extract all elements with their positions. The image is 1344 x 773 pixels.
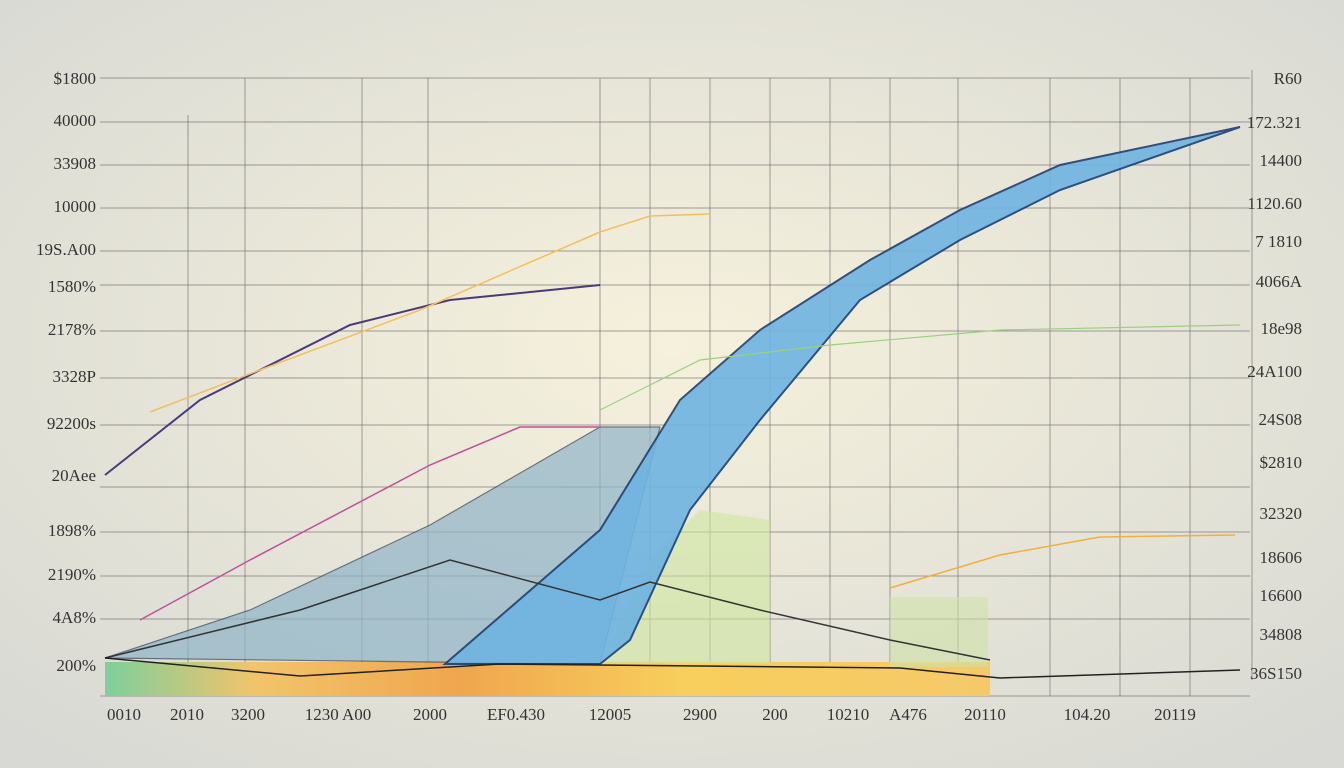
- left-label: 33908: [54, 154, 97, 173]
- bottom-label: 2000: [413, 705, 447, 724]
- right-label: 172.321: [1247, 113, 1302, 132]
- pink-line: [139, 426, 600, 621]
- left-label: 1898%: [48, 521, 96, 540]
- left-label: 4A8%: [53, 608, 96, 627]
- yellow-line: [149, 213, 711, 413]
- right-label: 24S08: [1259, 410, 1302, 429]
- left-label: 200%: [56, 656, 96, 675]
- left-label: 2190%: [48, 565, 96, 584]
- base-line: [104, 657, 1241, 679]
- left-label: 1580%: [48, 277, 96, 296]
- bottom-label: 12005: [589, 705, 632, 724]
- right-label: 24A100: [1247, 362, 1302, 381]
- bottom-label: EF0.430: [487, 705, 545, 724]
- right-label: 18e98: [1260, 319, 1302, 338]
- bottom-label: 3200: [231, 705, 265, 724]
- left-label: 3328P: [53, 367, 96, 386]
- left-label: $1800: [54, 69, 97, 88]
- left-label: 2178%: [48, 320, 96, 339]
- left-label: 10000: [54, 197, 97, 216]
- left-label: 20Aee: [52, 466, 96, 485]
- left-label: 40000: [54, 111, 97, 130]
- bottom-label: 2010: [170, 705, 204, 724]
- green-line: [599, 324, 1241, 411]
- bottom-label: A476: [889, 705, 927, 724]
- right-label: 4066A: [1256, 272, 1303, 291]
- bottom-label: 200: [762, 705, 788, 724]
- right-label: 34808: [1260, 625, 1303, 644]
- right-label: 1120.60: [1247, 194, 1302, 213]
- right-label: 18606: [1260, 548, 1303, 567]
- right-label: 32320: [1260, 504, 1303, 523]
- green-area: [600, 510, 770, 664]
- bottom-label: 2900: [683, 705, 717, 724]
- right-label: 7 1810: [1255, 232, 1302, 251]
- ribbon: [442, 126, 1241, 665]
- right-label: 14400: [1260, 151, 1303, 170]
- left-label: 92200s: [47, 414, 96, 433]
- bottom-label: 20119: [1154, 705, 1196, 724]
- purple-line: [104, 284, 601, 476]
- bottom-label: 0010: [107, 705, 141, 724]
- right-label: 36S150: [1250, 664, 1302, 683]
- right-label: $2810: [1260, 453, 1303, 472]
- left-label: 19S.A00: [36, 240, 96, 259]
- green-block: [890, 597, 988, 667]
- bottom-label: 1230 A00: [305, 705, 372, 724]
- right-label: R60: [1274, 69, 1302, 88]
- bottom-label: 10210: [827, 705, 870, 724]
- right-label: 16600: [1260, 586, 1303, 605]
- bottom-label: 20110: [964, 705, 1006, 724]
- bottom-label: 104.20: [1064, 705, 1111, 724]
- orange-line: [889, 534, 1236, 589]
- dark-line: [104, 559, 991, 661]
